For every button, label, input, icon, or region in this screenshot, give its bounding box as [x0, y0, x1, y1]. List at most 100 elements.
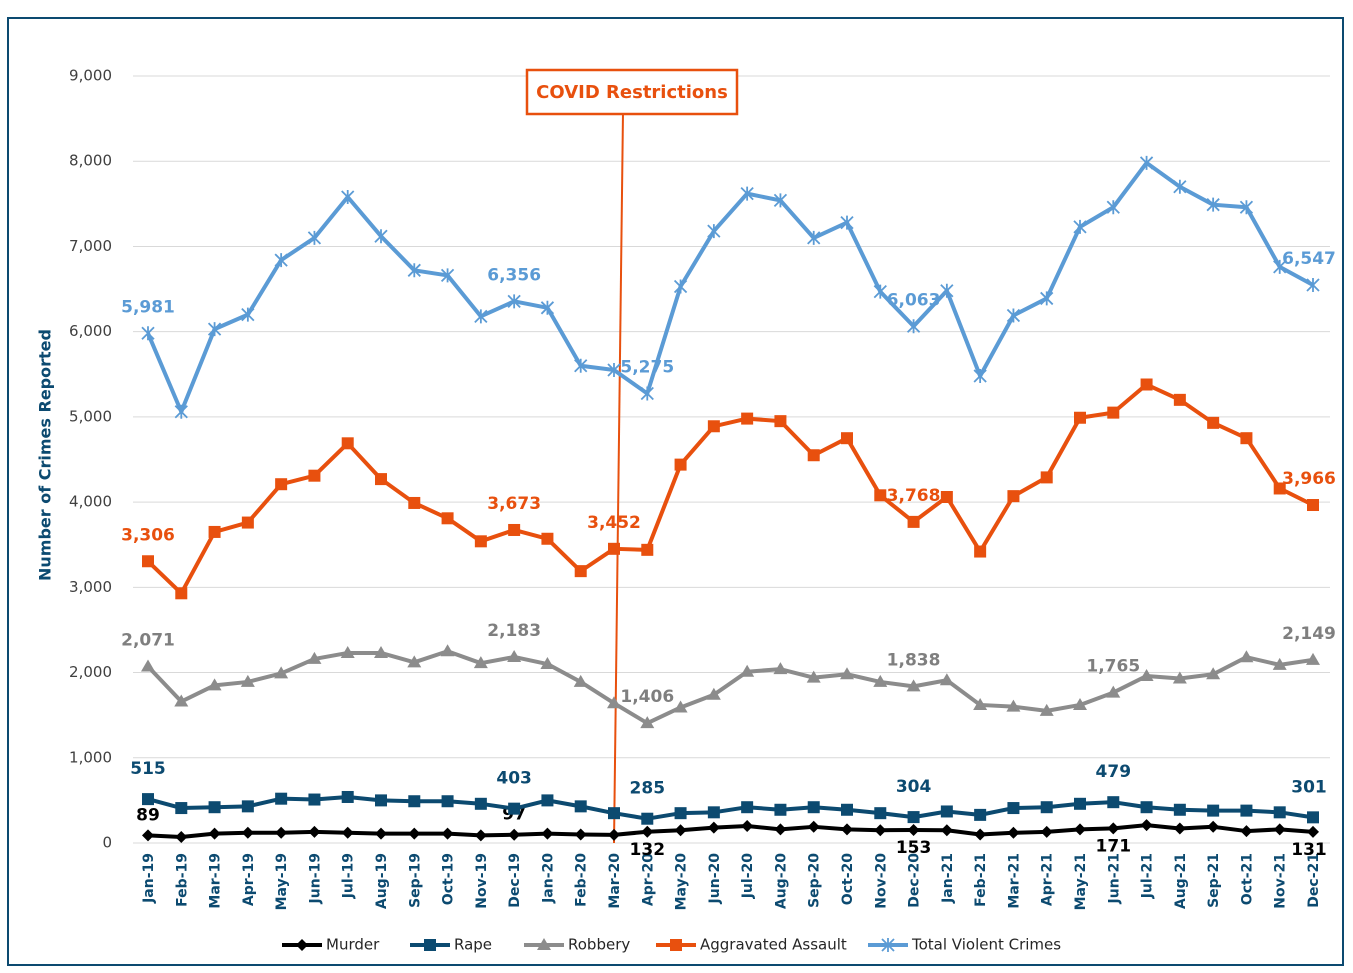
data-point	[142, 829, 154, 842]
data-point	[1074, 823, 1086, 836]
data-point	[208, 525, 221, 538]
data-point	[441, 512, 454, 525]
data-point	[1006, 308, 1021, 323]
data-label: 3,306	[121, 525, 175, 545]
data-point	[241, 307, 255, 322]
data-point	[175, 587, 188, 600]
x-tick-label: Jun-19	[307, 853, 323, 904]
data-point	[773, 193, 788, 208]
data-label: 89	[136, 805, 160, 825]
data-label: 5,981	[121, 297, 175, 317]
data-label: 3,452	[587, 513, 641, 533]
data-label: 3,966	[1282, 469, 1336, 489]
x-tick-label: Oct-20	[840, 853, 856, 905]
x-tick-label: Mar-20	[607, 853, 623, 909]
data-point	[840, 215, 854, 230]
data-label: 3,673	[487, 494, 541, 514]
y-tick-label: 4,000	[69, 493, 112, 511]
data-label: 171	[1096, 836, 1132, 856]
data-point	[573, 674, 588, 687]
data-point	[474, 797, 487, 810]
data-point	[507, 649, 522, 662]
data-label: 6,547	[1282, 249, 1336, 269]
data-point	[841, 432, 853, 445]
data-point	[241, 800, 254, 813]
data-point	[208, 801, 221, 814]
data-point	[1307, 499, 1319, 512]
data-point	[841, 803, 853, 816]
data-point	[141, 659, 155, 672]
legend-label: Rape	[454, 936, 492, 954]
data-point	[1173, 803, 1186, 816]
data-point	[541, 794, 554, 807]
data-point	[674, 807, 687, 820]
x-tick-label: Nov-19	[474, 853, 490, 909]
data-point	[674, 458, 687, 471]
data-point	[207, 322, 222, 337]
data-point	[1074, 797, 1086, 810]
data-point	[607, 696, 621, 709]
x-tick-label: Jun-21	[1106, 853, 1122, 904]
data-point	[508, 523, 521, 536]
data-point	[1173, 393, 1186, 406]
data-point	[607, 363, 621, 378]
data-point	[1273, 259, 1287, 274]
data-point	[1273, 806, 1286, 819]
data-point	[741, 819, 754, 832]
data-point	[1040, 801, 1053, 814]
data-label: 132	[630, 840, 666, 860]
data-point	[740, 186, 754, 201]
data-point	[939, 673, 954, 686]
y-tick-label: 0	[102, 834, 112, 852]
data-point	[974, 545, 987, 558]
series-line	[147, 794, 1314, 821]
data-point	[275, 478, 288, 491]
x-tick-label: Jul-20	[740, 853, 756, 900]
x-tick-label: Jul-21	[1140, 853, 1156, 899]
data-label: 2,071	[121, 631, 175, 651]
y-tick-label: 5,000	[69, 407, 112, 425]
x-tick-label: Dec-20	[907, 853, 923, 908]
data-point	[375, 794, 387, 807]
x-tick-label: Apr-21	[1040, 853, 1056, 906]
data-label: 153	[896, 838, 932, 858]
data-label: 479	[1096, 762, 1132, 782]
data-point	[608, 828, 620, 841]
data-label: 1,765	[1086, 657, 1140, 677]
data-point	[640, 386, 654, 401]
data-point	[1206, 667, 1221, 680]
data-point	[641, 543, 654, 556]
x-tick-label: Sep-21	[1206, 853, 1222, 908]
data-point	[707, 420, 720, 433]
x-tick-label: Jan-19	[141, 853, 157, 904]
data-point	[308, 793, 321, 806]
data-point	[142, 555, 154, 568]
data-point	[308, 469, 321, 482]
data-point	[441, 827, 454, 840]
annotation-box	[525, 68, 739, 116]
data-point	[474, 535, 487, 548]
data-label: 2,183	[487, 621, 541, 641]
x-tick-label: May-19	[274, 853, 290, 910]
y-tick-label: 1,000	[69, 748, 112, 766]
data-point	[641, 812, 654, 825]
data-point	[706, 687, 721, 700]
x-tick-label: Oct-21	[1239, 853, 1255, 905]
legend-label: Murder	[326, 936, 380, 954]
legend-label: Robbery	[568, 936, 630, 954]
data-point	[408, 795, 421, 808]
data-point	[773, 662, 788, 675]
data-point	[441, 795, 454, 808]
data-point	[408, 496, 421, 509]
data-point	[375, 473, 387, 486]
x-tick-label: May-20	[674, 853, 690, 911]
data-point	[340, 645, 355, 658]
data-point	[1240, 804, 1253, 817]
data-point	[1306, 652, 1320, 665]
data-point	[1107, 796, 1120, 809]
data-point	[240, 674, 255, 687]
data-point	[807, 801, 820, 814]
data-point	[707, 821, 720, 834]
